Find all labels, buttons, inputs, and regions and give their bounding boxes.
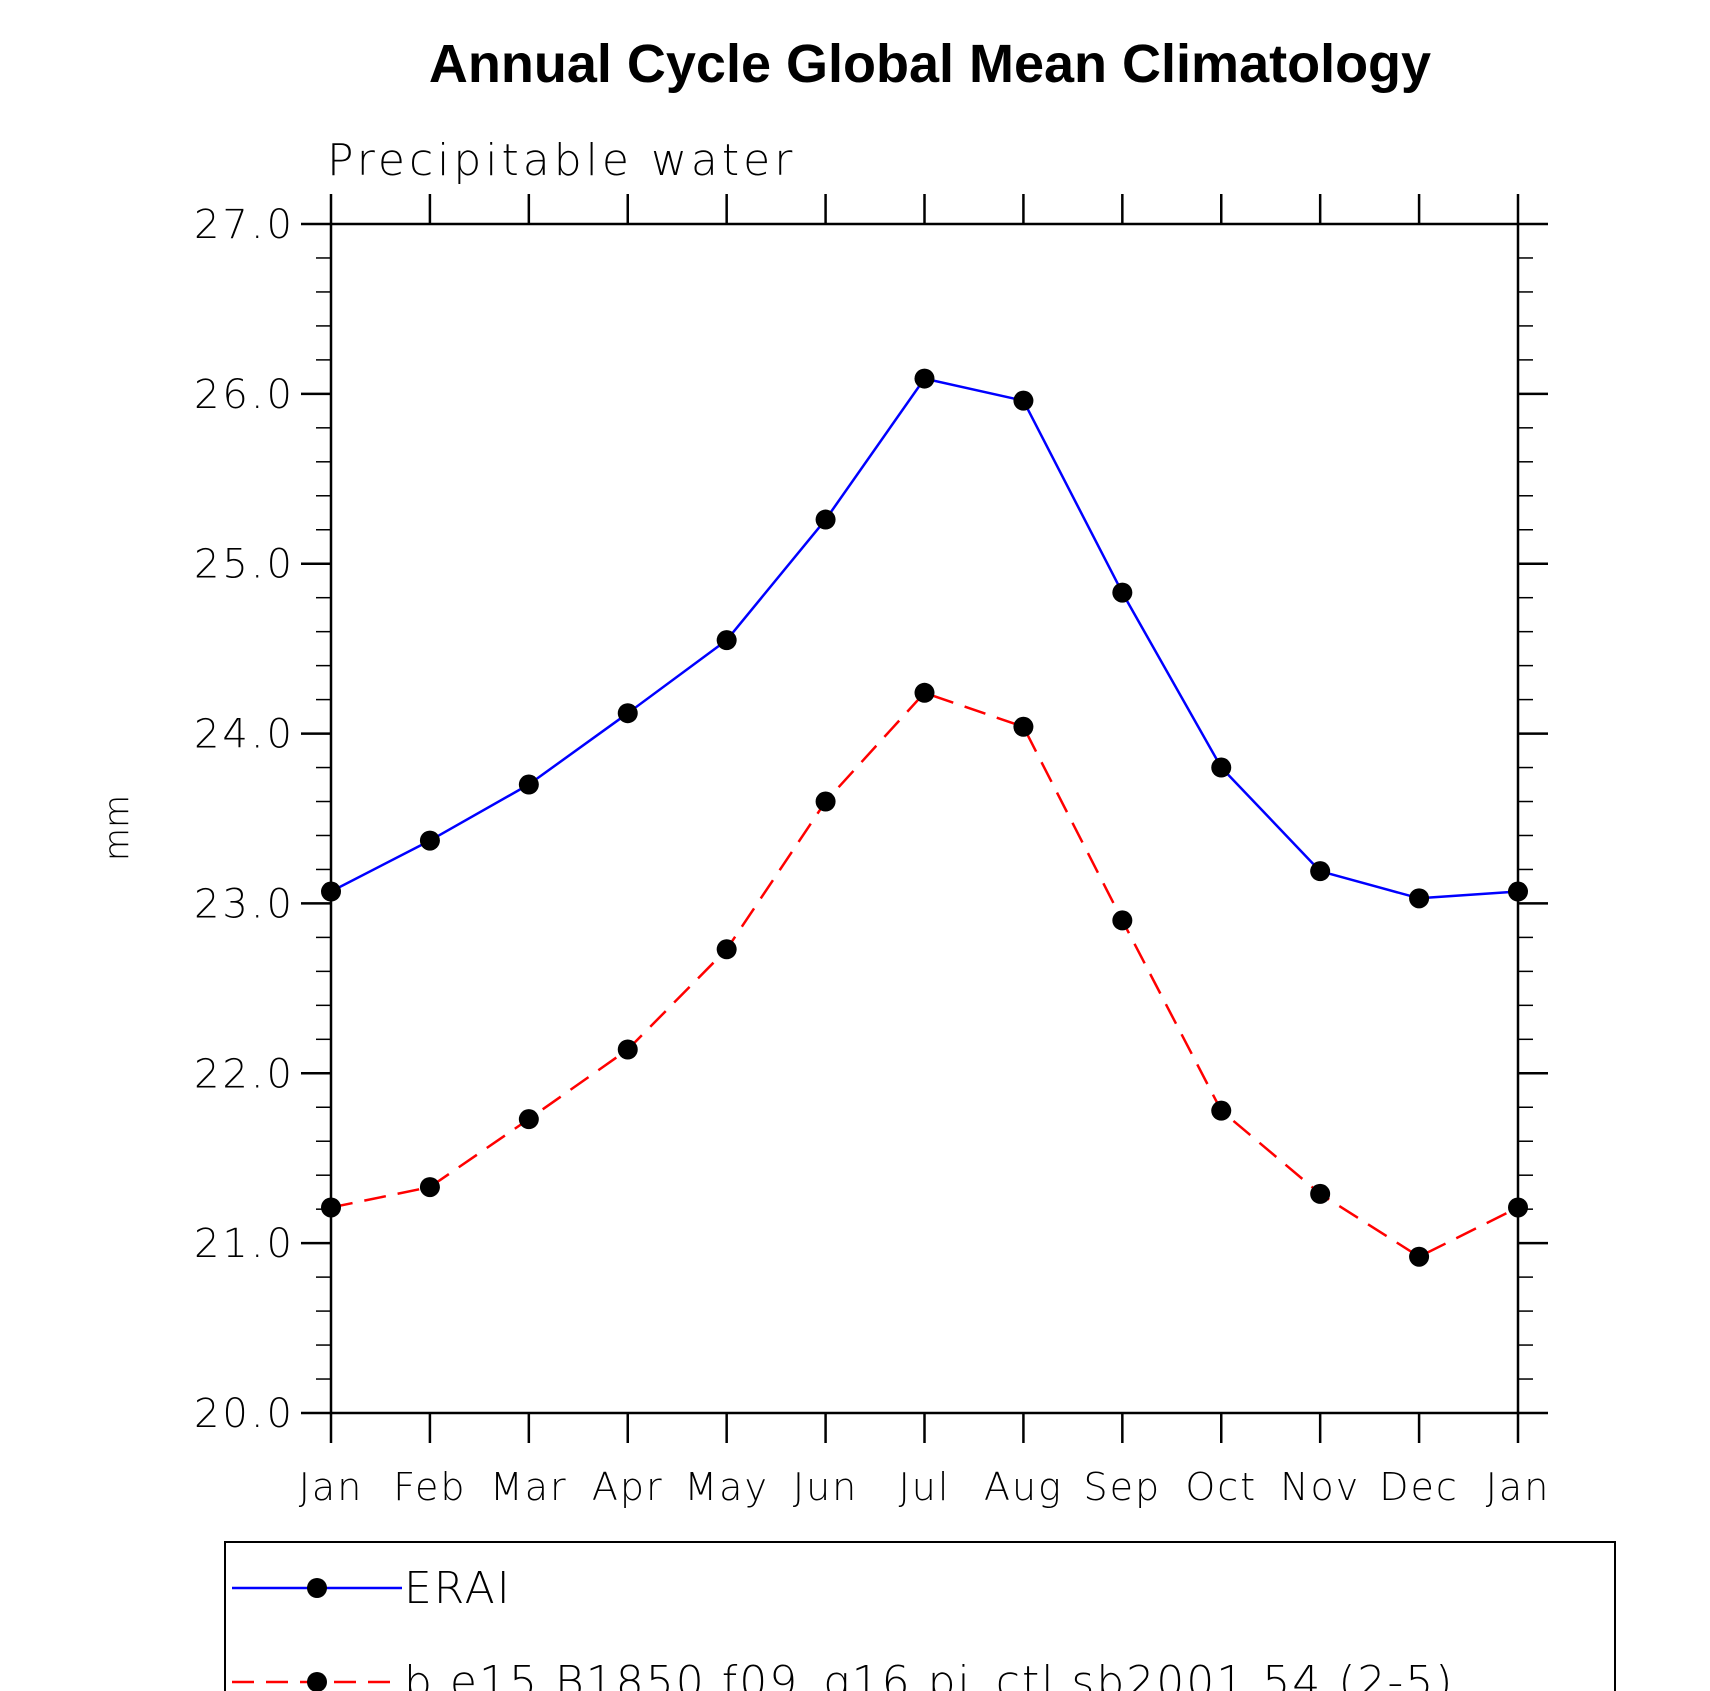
plot-border (329, 222, 1520, 1415)
legend-label-erai: ERAI (404, 1563, 512, 1614)
x-tick-label: Mar (490, 1465, 568, 1509)
y-tick-label: 21.0 (194, 1221, 295, 1267)
x-tick-label: Jan (1486, 1465, 1551, 1509)
data-point (716, 939, 737, 960)
data-point (1310, 1183, 1331, 1204)
x-tick-label: Jan (299, 1465, 364, 1509)
data-point (1508, 881, 1528, 902)
x-tick-labels: Jan Feb Mar Apr May Jun Jul Aug Sep Oct Nov Dec Jan (299, 1465, 1551, 1509)
data-point (321, 1197, 341, 1218)
data-point (1409, 888, 1430, 909)
x-tick-label: Jun (793, 1465, 858, 1509)
data-point (716, 630, 737, 651)
data-point (419, 830, 440, 851)
series-markers (321, 368, 1528, 1267)
legend-marker-erai (307, 1578, 327, 1598)
x-tick-label: Dec (1379, 1465, 1459, 1509)
x-tick-label: Aug (984, 1465, 1063, 1509)
data-point (1310, 861, 1331, 882)
legend-label-model: b.e15.B1850.f09_g16.pi_ctl.sb2001.54 (2-… (404, 1657, 1454, 1691)
data-point (617, 1039, 638, 1060)
data-point (914, 682, 935, 703)
data-point (1508, 1197, 1528, 1218)
data-point (1112, 910, 1133, 931)
axis-ticks (301, 194, 1548, 1443)
series-line-0 (330, 377, 1519, 900)
legend: ERAI b.e15.B1850.f09_g16.pi_ctl.sb2001.5… (224, 1541, 1616, 1691)
x-tick-label: Nov (1280, 1465, 1360, 1509)
data-point (617, 703, 638, 724)
data-point (1409, 1246, 1430, 1267)
x-tick-label: Feb (393, 1465, 466, 1509)
x-tick-label: Oct (1185, 1465, 1257, 1509)
data-point (1211, 1100, 1232, 1121)
y-tick-labels: 20.0 21.0 22.0 23.0 24.0 25.0 26.0 27.0 (194, 202, 295, 1437)
data-point (1013, 390, 1034, 411)
data-point (518, 1109, 539, 1130)
data-point (1112, 582, 1133, 603)
y-tick-label: 26.0 (194, 372, 295, 418)
data-point (815, 509, 836, 530)
data-point (419, 1177, 440, 1198)
data-point (321, 881, 341, 902)
series-lines (330, 377, 1519, 1258)
x-tick-label: Sep (1084, 1465, 1162, 1509)
x-tick-label: May (684, 1465, 769, 1509)
y-tick-label: 22.0 (194, 1051, 295, 1097)
plot-frame (329, 222, 1520, 1415)
y-tick-label: 25.0 (194, 542, 295, 588)
chart-subtitle: Precipitable water (327, 135, 796, 186)
legend-marker-model (307, 1672, 327, 1691)
data-point (1013, 716, 1034, 737)
data-point (914, 368, 935, 389)
data-point (815, 791, 836, 812)
y-tick-label: 27.0 (194, 202, 295, 248)
legend-box (224, 1541, 1616, 1691)
y-tick-label: 24.0 (194, 712, 295, 758)
y-axis-label: mm (97, 795, 137, 861)
series-line-1 (330, 691, 1519, 1258)
y-tick-label: 23.0 (194, 881, 295, 927)
y-tick-label: 20.0 (194, 1391, 295, 1437)
x-tick-label: Jul (899, 1465, 951, 1509)
chart-title: Annual Cycle Global Mean Climatology (429, 34, 1431, 94)
data-point (518, 774, 539, 795)
data-point (1211, 757, 1232, 778)
x-tick-label: Apr (592, 1465, 664, 1509)
